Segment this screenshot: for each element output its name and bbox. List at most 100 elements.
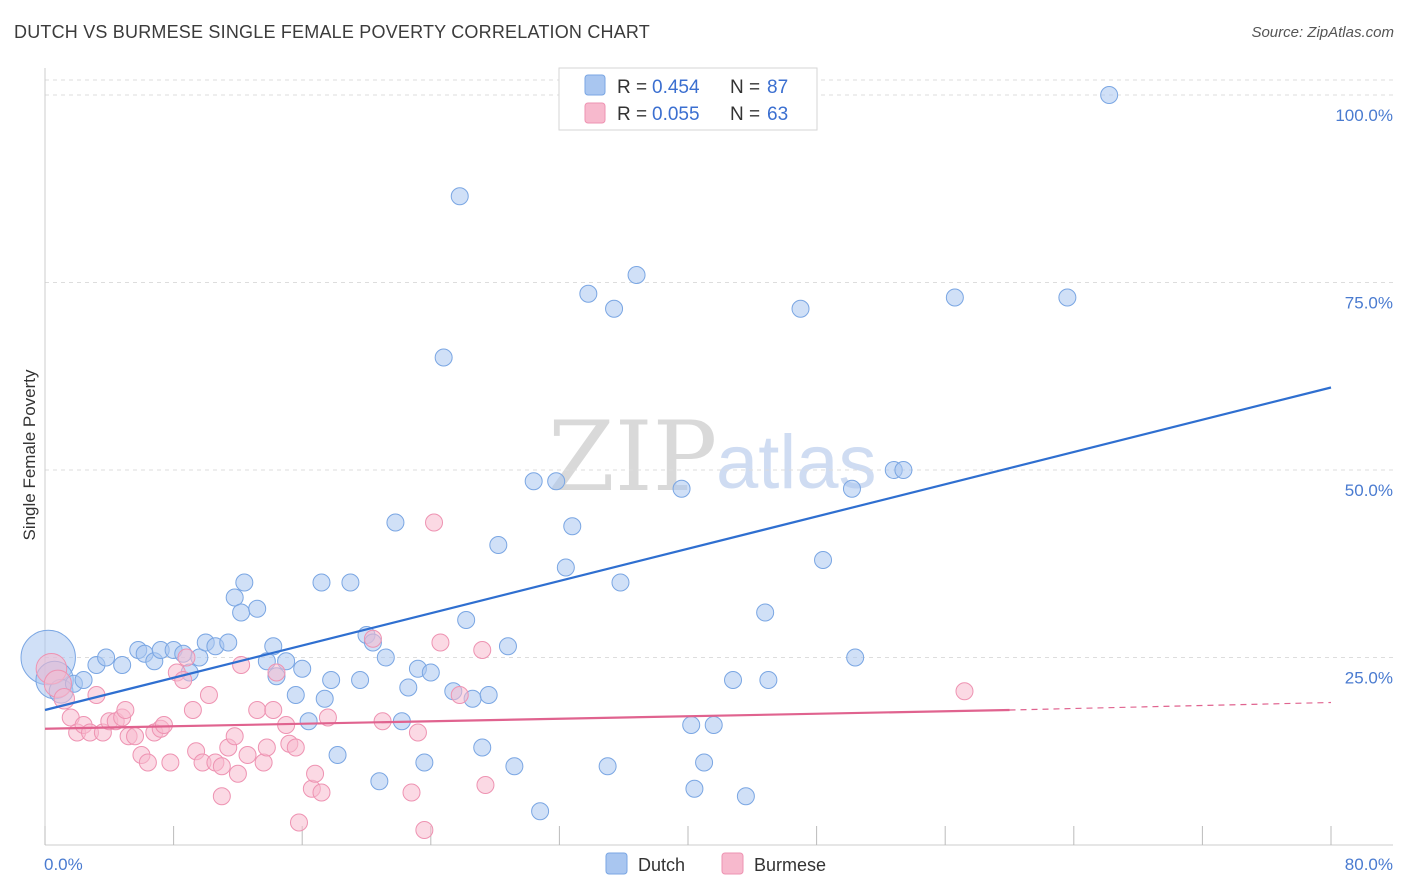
dutch-point <box>293 659 312 678</box>
legend-r-label-burmese: R = <box>617 104 647 125</box>
legend-r-value-burmese: 0.055 <box>652 104 700 125</box>
burmese-point <box>431 633 450 652</box>
burmese-point <box>116 701 135 719</box>
burmese-points <box>35 513 974 839</box>
dutch-point <box>421 663 440 682</box>
dutch-point <box>605 299 624 318</box>
burmese-point <box>286 738 305 757</box>
trend-lines <box>44 386 1332 730</box>
dutch-point <box>814 551 833 569</box>
dutch-point <box>328 746 347 764</box>
burmese-point <box>415 821 434 839</box>
chart-title: DUTCH VS BURMESE SINGLE FEMALE POVERTY C… <box>14 22 650 42</box>
burmese-point <box>267 663 286 682</box>
dutch-point <box>736 787 755 806</box>
dutch-point <box>113 656 132 674</box>
dutch-point <box>894 461 913 479</box>
dutch-point <box>627 266 646 284</box>
dutch-point <box>498 637 517 656</box>
burmese-point <box>289 813 308 832</box>
x-tick-label-max: 80.0% <box>1345 855 1393 874</box>
burmese-point <box>138 753 157 772</box>
dutch-point <box>450 187 469 206</box>
dutch-point <box>315 689 334 708</box>
burmese-point <box>402 783 421 802</box>
y-axis-label: Single Female Poverty <box>20 369 39 541</box>
dutch-point <box>386 513 405 532</box>
dutch-point <box>611 573 630 592</box>
dutch-point <box>264 637 283 656</box>
y-tick-label: 25.0% <box>1345 669 1393 688</box>
dutch-point <box>842 479 861 498</box>
burmese-point <box>199 686 218 704</box>
burmese-point <box>473 641 492 659</box>
y-tick-label: 75.0% <box>1345 294 1393 313</box>
dutch-point <box>791 299 810 318</box>
dutch-point <box>286 686 305 704</box>
dutch-point <box>695 753 714 772</box>
dutch-point <box>672 479 691 498</box>
dutch-point <box>219 633 238 652</box>
burmese-point <box>228 764 247 783</box>
dutch-point <box>1058 288 1077 307</box>
dutch-point <box>479 686 498 704</box>
burmese-point <box>318 708 337 727</box>
source-credit: Source: ZipAtlas.com <box>1251 24 1394 41</box>
dutch-point <box>341 573 360 592</box>
bottom-legend-swatch-dutch <box>605 852 628 875</box>
bottom-legend-label-dutch: Dutch <box>638 855 685 875</box>
legend-swatch-dutch <box>584 74 606 96</box>
correlation-legend: R = 0.454 N = 87 R = 0.055 N = 63 <box>558 67 818 131</box>
dutch-point <box>682 716 701 734</box>
burmese-point <box>450 686 469 704</box>
burmese-point <box>363 629 382 648</box>
legend-n-value-burmese: 63 <box>767 104 788 125</box>
legend-swatch-burmese <box>584 102 606 124</box>
dutch-point <box>97 648 116 667</box>
dutch-point <box>547 472 566 491</box>
bottom-legend-swatch-burmese <box>721 852 744 875</box>
dutch-point <box>399 678 418 697</box>
burmese-point <box>312 783 331 802</box>
dutch-point <box>524 472 543 491</box>
dutch-point <box>505 757 524 776</box>
burmese-point <box>248 701 267 719</box>
y-tick-label: 50.0% <box>1345 481 1393 500</box>
dutch-point <box>322 671 341 689</box>
bottom-legend-label-burmese: Burmese <box>754 855 826 875</box>
burmese-point <box>476 776 495 794</box>
burmese-point <box>183 701 202 719</box>
burmese-point <box>161 753 180 772</box>
dutch-point <box>556 558 575 577</box>
dutch-point <box>370 772 389 791</box>
dutch-point <box>563 517 582 536</box>
dutch-point <box>489 536 508 554</box>
burmese-point <box>177 648 196 667</box>
axes <box>44 68 1393 846</box>
burmese-point <box>306 764 325 783</box>
burmese-point <box>254 753 273 772</box>
dutch-trend-line <box>44 386 1332 712</box>
gridlines <box>45 79 1393 658</box>
burmese-point <box>408 723 427 742</box>
dutch-point <box>724 671 743 689</box>
burmese-point <box>425 513 444 532</box>
dutch-point <box>74 671 93 689</box>
axis-ticks: 25.0% 50.0% 75.0% 100.0% 0.0% 80.0% <box>44 106 1393 874</box>
dutch-point <box>756 603 775 622</box>
dutch-point <box>232 603 251 622</box>
dutch-point <box>945 288 964 307</box>
burmese-point <box>264 701 283 719</box>
dutch-point <box>299 712 318 731</box>
dutch-point <box>248 599 267 618</box>
burmese-point <box>126 727 145 746</box>
dutch-point <box>1100 86 1119 104</box>
burmese-point <box>955 682 974 701</box>
dutch-point <box>531 802 550 821</box>
legend-r-value-dutch: 0.454 <box>652 77 700 98</box>
dutch-point <box>225 588 244 607</box>
legend-n-label-dutch: N = <box>730 77 760 98</box>
dutch-point <box>579 284 598 303</box>
burmese-trend-extension <box>1009 701 1332 711</box>
